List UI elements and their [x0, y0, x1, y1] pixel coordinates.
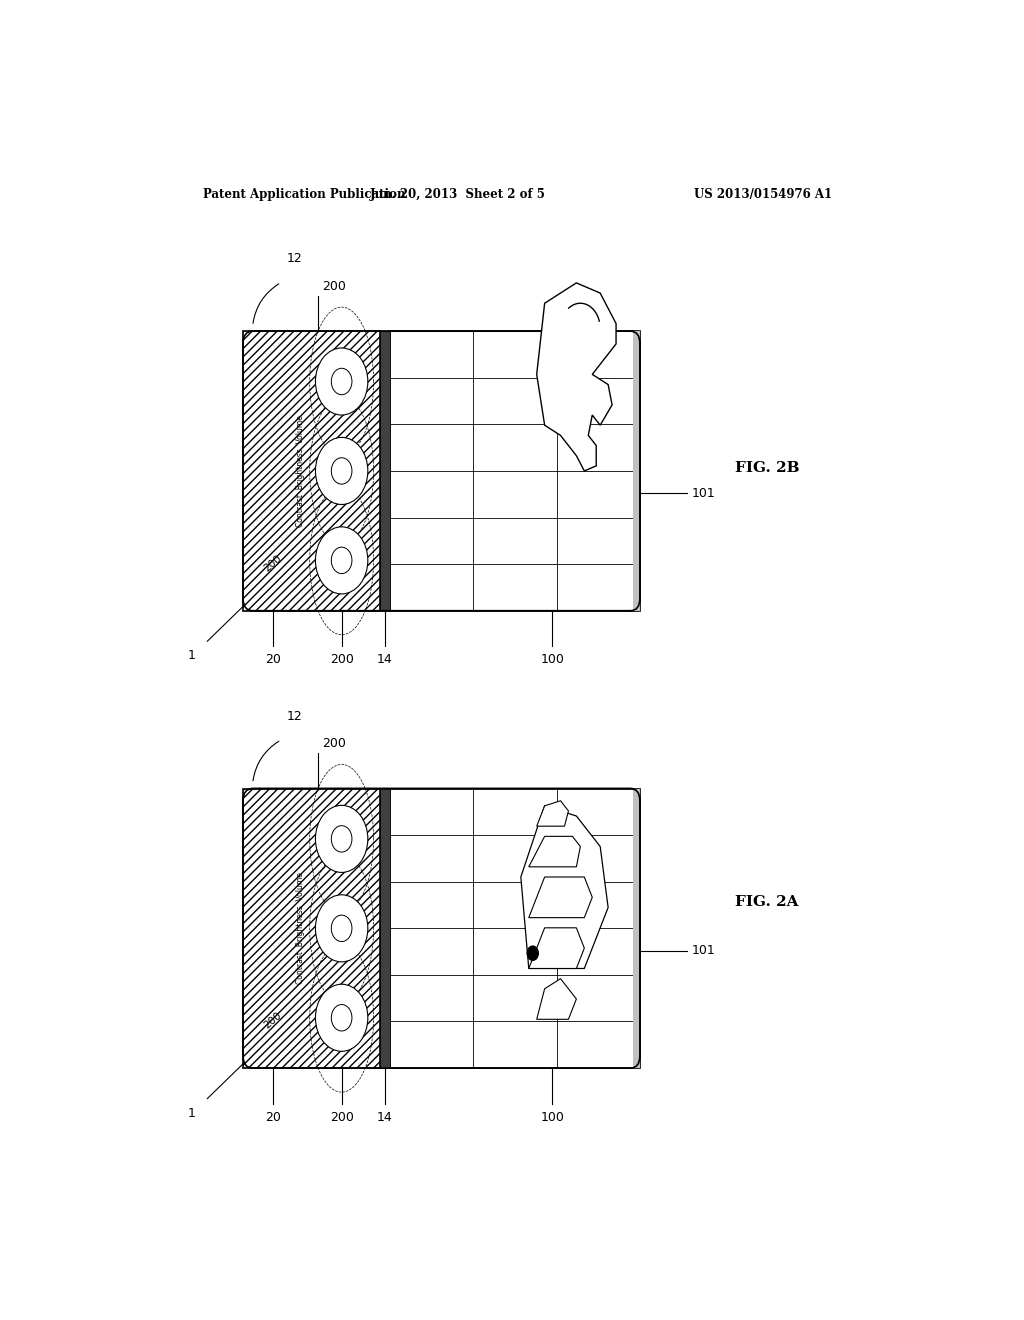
Circle shape: [332, 458, 352, 484]
Polygon shape: [537, 282, 616, 471]
Text: 101: 101: [691, 487, 715, 500]
Text: Jun. 20, 2013  Sheet 2 of 5: Jun. 20, 2013 Sheet 2 of 5: [370, 189, 546, 202]
Text: 20: 20: [265, 653, 282, 667]
Text: FIG. 2B: FIG. 2B: [734, 462, 799, 475]
Circle shape: [332, 826, 352, 853]
Text: FIG. 2A: FIG. 2A: [735, 895, 799, 909]
Text: 200: 200: [330, 1110, 353, 1123]
Text: Patent Application Publication: Patent Application Publication: [204, 189, 406, 202]
Circle shape: [527, 946, 539, 961]
Polygon shape: [528, 876, 592, 917]
Text: 14: 14: [377, 653, 393, 667]
Circle shape: [315, 437, 368, 504]
Bar: [380, 331, 390, 611]
Polygon shape: [528, 837, 581, 867]
Text: 1: 1: [187, 649, 196, 663]
Polygon shape: [537, 801, 568, 826]
Text: 100: 100: [541, 653, 564, 667]
Circle shape: [332, 915, 352, 941]
Text: 200: 200: [323, 280, 346, 293]
Polygon shape: [528, 928, 585, 969]
Bar: [243, 331, 380, 611]
Text: 14: 14: [377, 1110, 393, 1123]
Bar: [243, 331, 380, 611]
Circle shape: [332, 368, 352, 395]
Circle shape: [332, 1005, 352, 1031]
Circle shape: [315, 895, 368, 962]
Text: 200: 200: [262, 1010, 284, 1031]
Text: 12: 12: [287, 710, 302, 722]
Text: 1: 1: [187, 1106, 196, 1119]
Text: 20: 20: [265, 1110, 282, 1123]
Text: 200: 200: [262, 553, 284, 573]
Text: Contrast  Brightness  Volume: Contrast Brightness Volume: [296, 414, 305, 527]
Circle shape: [315, 527, 368, 594]
Text: 100: 100: [541, 1110, 564, 1123]
Bar: [633, 788, 640, 1068]
Circle shape: [332, 548, 352, 574]
FancyBboxPatch shape: [243, 788, 640, 1068]
Text: 200: 200: [323, 737, 346, 750]
Bar: [390, 788, 640, 1068]
Circle shape: [315, 805, 368, 873]
Text: Contrast  Brightness  Volume: Contrast Brightness Volume: [296, 873, 305, 985]
Text: 12: 12: [287, 252, 302, 265]
Bar: [243, 788, 380, 1068]
Bar: [390, 331, 640, 611]
Bar: [380, 788, 390, 1068]
Bar: [633, 331, 640, 611]
Circle shape: [315, 985, 368, 1051]
Polygon shape: [521, 805, 608, 969]
Bar: [243, 788, 380, 1068]
Text: 200: 200: [330, 653, 353, 667]
Text: 101: 101: [691, 944, 715, 957]
Circle shape: [315, 348, 368, 414]
Polygon shape: [537, 978, 577, 1019]
Text: US 2013/0154976 A1: US 2013/0154976 A1: [694, 189, 831, 202]
FancyBboxPatch shape: [243, 331, 640, 611]
